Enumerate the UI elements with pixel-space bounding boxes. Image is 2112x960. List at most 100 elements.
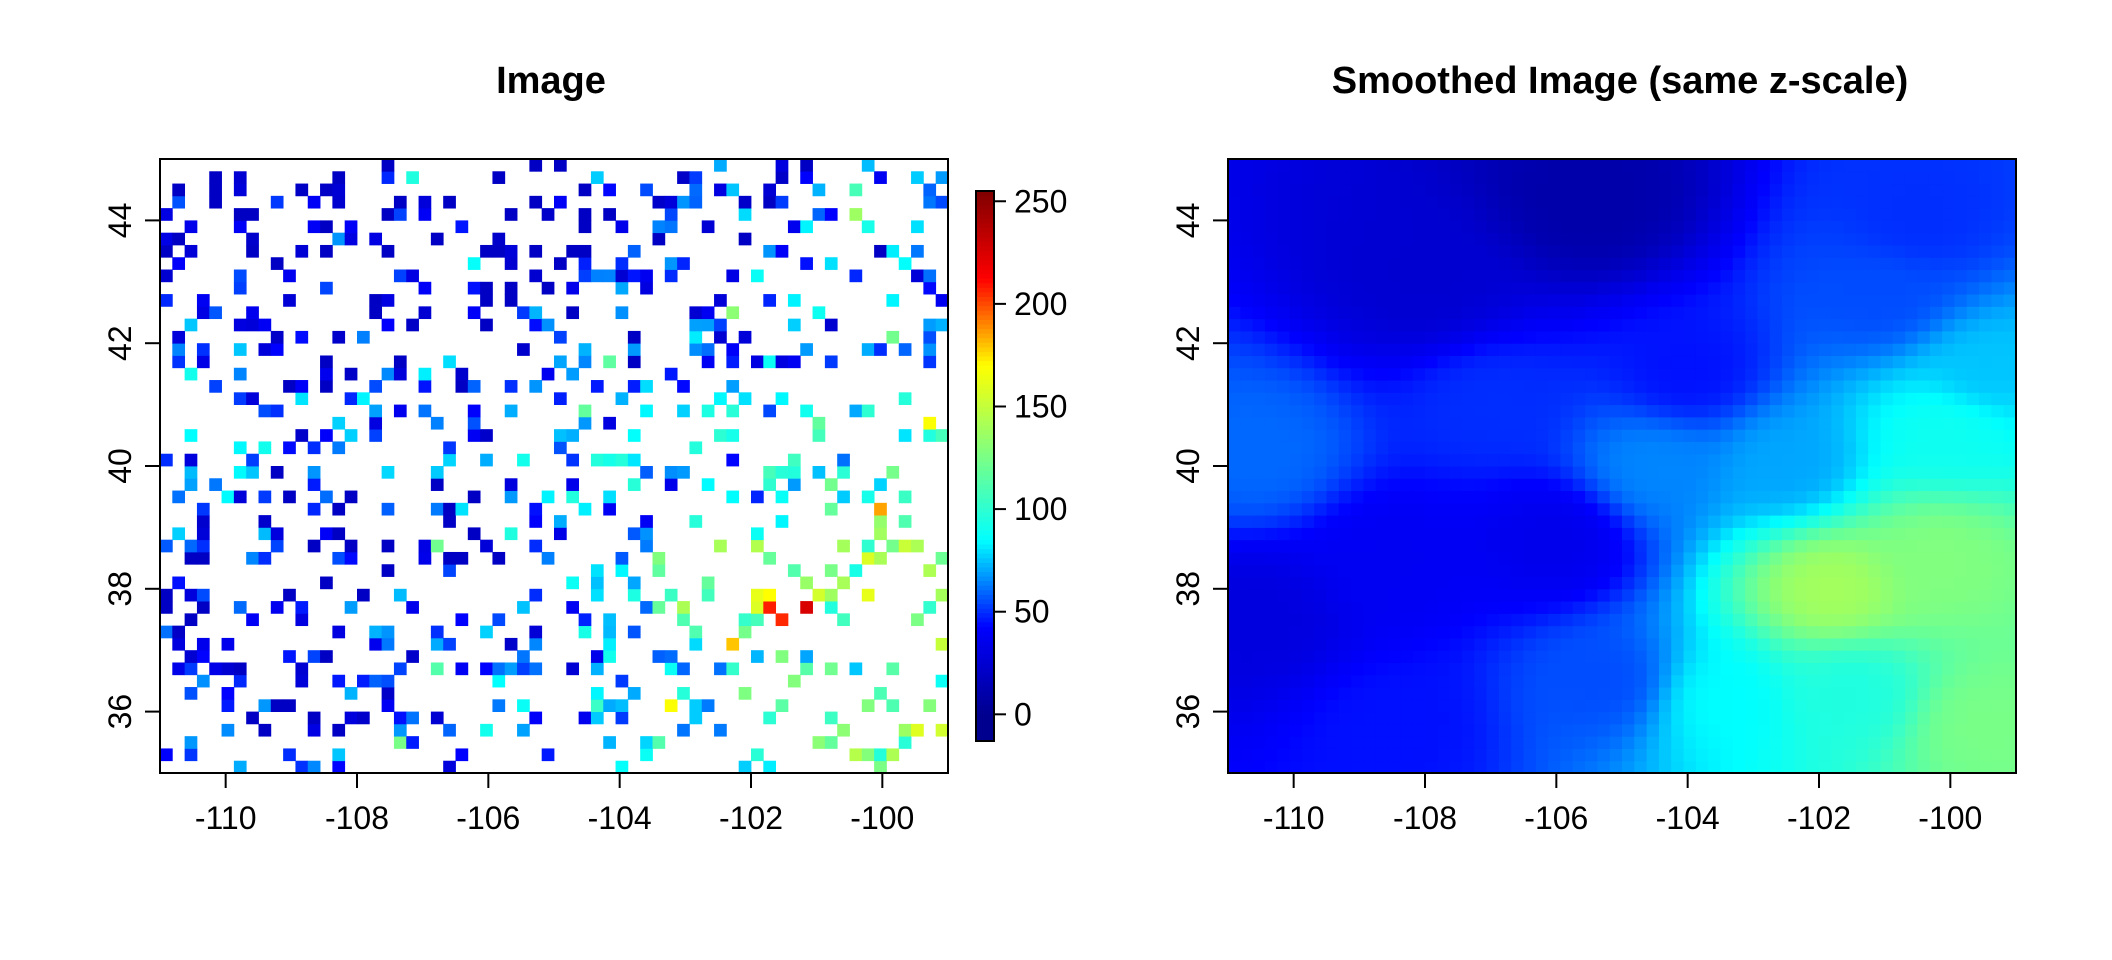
smoothed-cell: [1671, 601, 1685, 614]
image-cell: [344, 429, 358, 442]
smoothed-cell: [1954, 699, 1968, 713]
smoothed-cell: [1868, 416, 1882, 430]
image-cell: [775, 195, 789, 209]
smoothed-cell: [1732, 416, 1746, 430]
smoothed-cell: [1609, 601, 1623, 614]
smoothed-cell: [1769, 650, 1783, 663]
smoothed-cell: [1338, 687, 1352, 700]
smoothed-cell: [1375, 662, 1389, 676]
smoothed-cell: [1819, 502, 1832, 516]
smoothed-cell: [1745, 318, 1758, 332]
smoothed-cell: [1301, 220, 1315, 234]
smoothed-cell: [1572, 416, 1586, 430]
smoothed-cell: [1511, 453, 1524, 467]
smoothed-cell: [1966, 208, 1980, 221]
smoothed-cell: [1314, 453, 1327, 467]
image-cell: [504, 490, 518, 504]
smoothed-cell: [1683, 674, 1697, 688]
smoothed-cell: [1289, 576, 1303, 590]
smoothed-cell: [1449, 539, 1463, 553]
smoothed-cell: [1769, 637, 1783, 651]
smoothed-cell: [1942, 429, 1955, 442]
image-cell: [800, 159, 813, 172]
smoothed-cell: [2003, 355, 2017, 369]
image-cell: [664, 195, 678, 209]
image-cell: [923, 343, 937, 356]
smoothed-cell: [1954, 416, 1968, 430]
colorbar-step: [976, 649, 994, 655]
image-cell: [529, 625, 543, 639]
image-cell: [529, 318, 543, 332]
smoothed-cell: [1314, 674, 1327, 688]
smoothed-cell: [1228, 281, 1241, 295]
smoothed-cell: [1523, 490, 1537, 504]
smoothed-cell: [1905, 355, 1918, 369]
smoothed-cell: [1966, 637, 1980, 651]
image-cell: [677, 723, 690, 737]
smoothed-cell: [1929, 257, 1943, 271]
smoothed-cell: [1597, 429, 1611, 442]
smoothed-cell: [1634, 159, 1648, 172]
smoothed-cell: [1252, 453, 1266, 467]
smoothed-cell: [1658, 613, 1672, 627]
smoothed-cell: [1708, 183, 1721, 197]
smoothed-cell: [1622, 416, 1635, 430]
smoothed-cell: [1658, 490, 1672, 504]
smoothed-cell: [1658, 404, 1672, 418]
smoothed-cell: [1720, 183, 1734, 197]
image-cell: [307, 220, 321, 234]
smoothed-cell: [1301, 257, 1315, 271]
smoothed-cell: [1474, 723, 1488, 737]
image-cell: [640, 539, 653, 553]
smoothed-cell: [1634, 171, 1648, 185]
smoothed-cell: [1548, 183, 1561, 197]
smoothed-cell: [1314, 466, 1327, 479]
smoothed-cell: [1264, 392, 1278, 406]
smoothed-cell: [1548, 380, 1561, 393]
smoothed-cell: [1929, 551, 1943, 565]
smoothed-cell: [1400, 220, 1414, 234]
smoothed-cell: [1966, 244, 1980, 258]
smoothed-cell: [1314, 748, 1327, 762]
image-cell: [246, 244, 259, 258]
smoothed-cell: [1966, 502, 1980, 516]
smoothed-cell: [1880, 171, 1894, 185]
smoothed-cell: [1671, 527, 1685, 541]
image-cell: [406, 711, 419, 725]
smoothed-cell: [1240, 232, 1254, 246]
image-cell: [627, 380, 641, 393]
smoothed-cell: [1548, 551, 1561, 565]
smoothed-cell: [1708, 171, 1721, 185]
smoothed-cell: [1954, 711, 1968, 725]
smoothed-cell: [1449, 441, 1463, 455]
smoothed-cell: [1388, 748, 1401, 762]
smoothed-cell: [1831, 711, 1845, 725]
smoothed-cell: [1929, 195, 1943, 209]
smoothed-cell: [1905, 527, 1918, 541]
smoothed-cell: [1498, 306, 1512, 320]
smoothed-cell: [1634, 674, 1648, 688]
smoothed-cell: [1375, 711, 1389, 725]
smoothed-cell: [1671, 502, 1685, 516]
smoothed-cell: [1929, 662, 1943, 676]
image-cell: [578, 502, 592, 516]
smoothed-cell: [1905, 760, 1918, 774]
smoothed-cell: [1695, 208, 1709, 221]
image-cell: [430, 416, 444, 430]
smoothed-cell: [1929, 429, 1943, 442]
smoothed-cell: [1634, 208, 1648, 221]
smoothed-cell: [1609, 564, 1623, 578]
smoothed-cell: [1301, 330, 1315, 344]
image-cell: [627, 687, 641, 700]
smoothed-cell: [1683, 294, 1697, 307]
smoothed-cell: [1437, 441, 1451, 455]
smoothed-cell: [1474, 343, 1488, 356]
smoothed-cell: [1425, 539, 1438, 553]
smoothed-cell: [1228, 159, 1241, 172]
smoothed-cell: [1622, 478, 1635, 492]
smoothed-cell: [1597, 269, 1611, 283]
smoothed-cell: [1609, 588, 1623, 602]
image-cell: [196, 515, 210, 528]
image-cell: [369, 416, 383, 430]
image-cell: [196, 637, 210, 651]
